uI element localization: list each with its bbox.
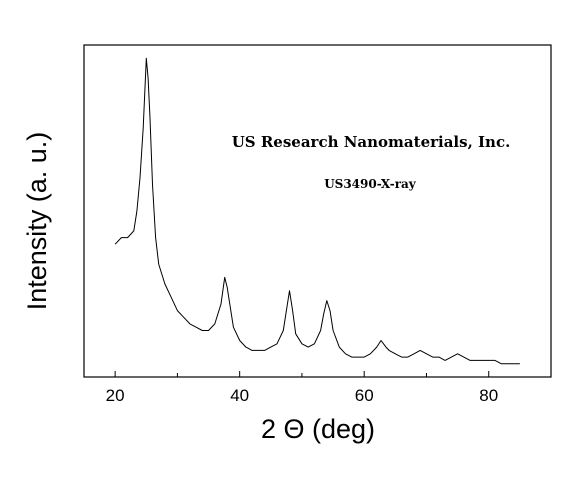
x-tick-label: 60 <box>355 386 374 405</box>
x-axis-tick-labels: 20 40 60 80 <box>106 386 499 405</box>
x-tick-label: 20 <box>106 386 125 405</box>
annotation-title: US Research Nanomaterials, Inc. <box>232 133 511 151</box>
x-axis-label: 2 Θ (deg) <box>261 414 375 444</box>
annotation-sample: US3490-X-ray <box>324 177 417 191</box>
plot-frame <box>83 44 552 378</box>
x-tick-label: 40 <box>230 386 249 405</box>
series-line <box>114 57 520 365</box>
x-tick-label: 80 <box>479 386 498 405</box>
y-axis-label: Intensity (a. u.) <box>22 132 52 311</box>
x-axis-ticks <box>114 371 490 377</box>
